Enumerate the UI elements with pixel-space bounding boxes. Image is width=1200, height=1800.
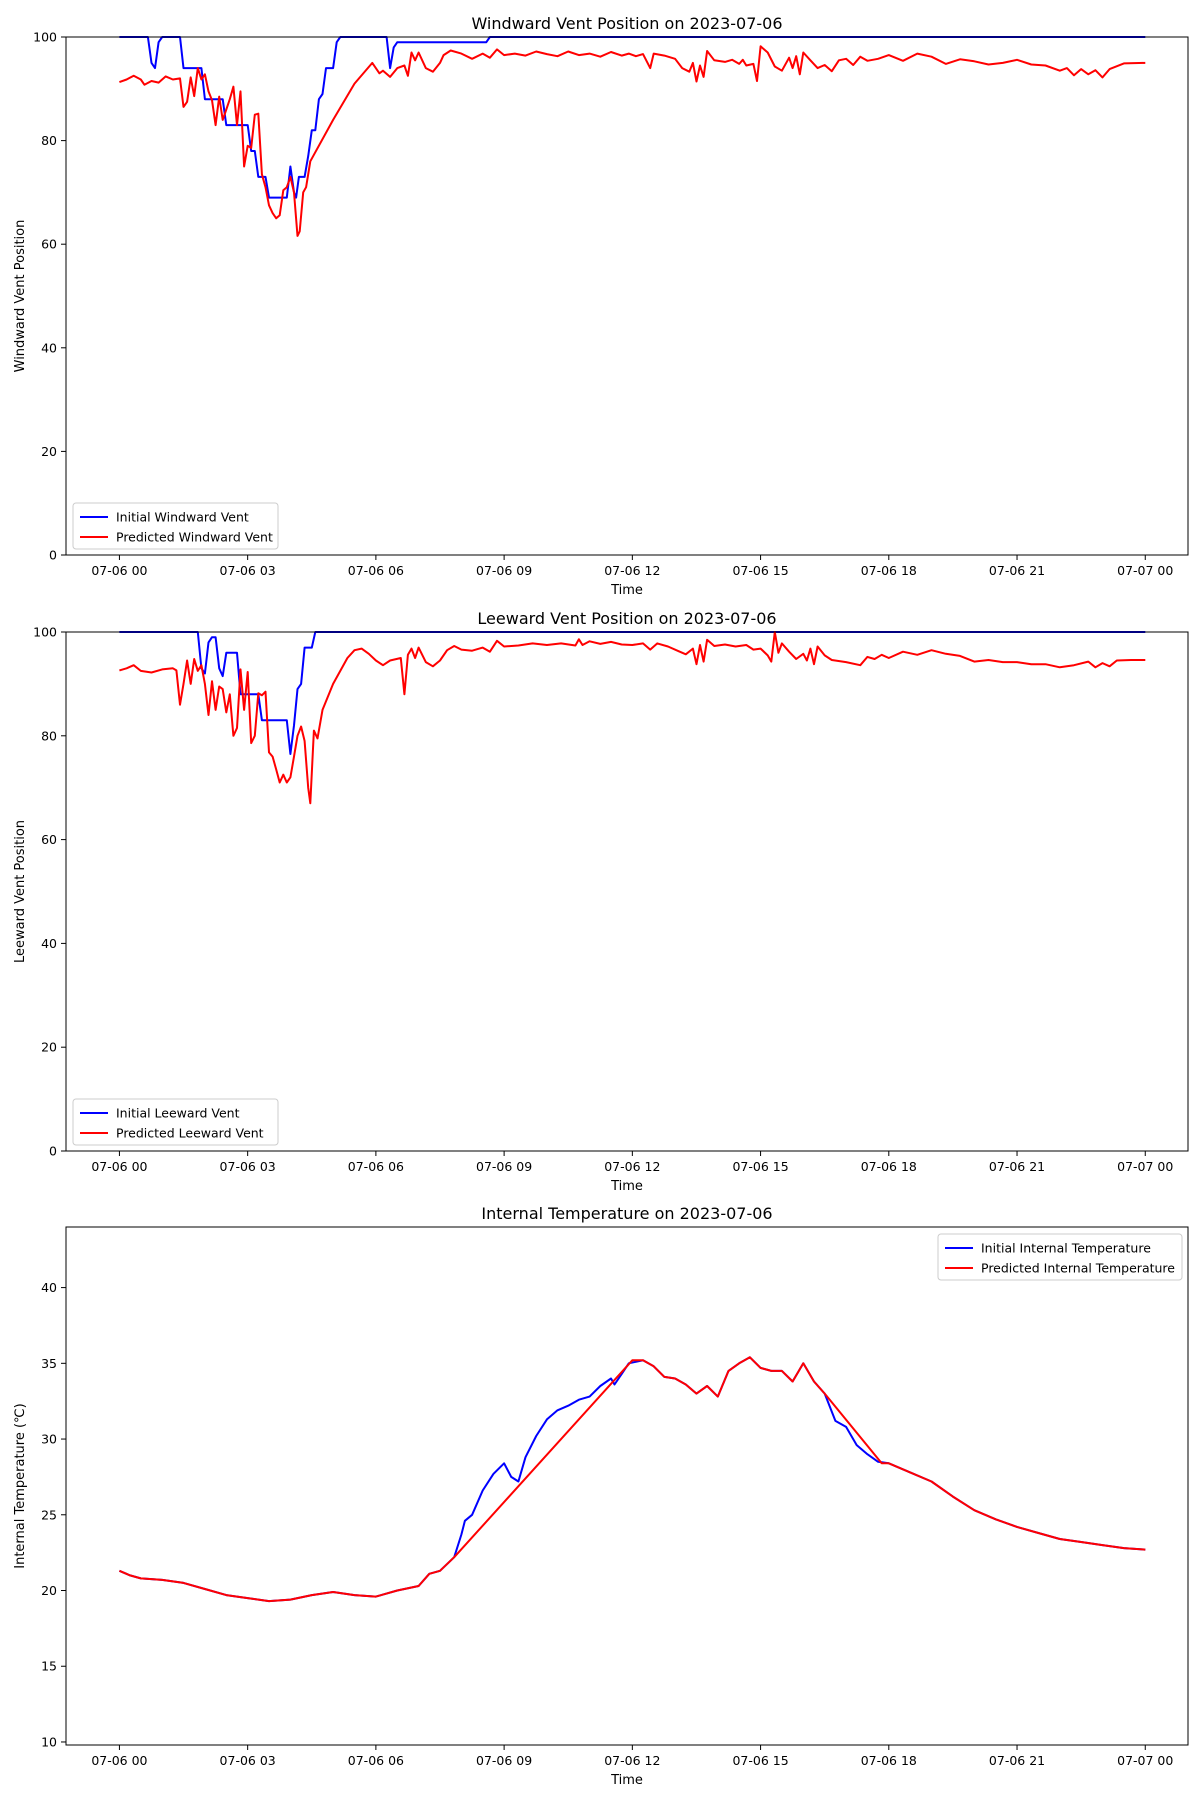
x-tick-label: 07-06 09 — [476, 563, 532, 578]
y-tick-label: 20 — [41, 1583, 57, 1598]
x-tick-label: 07-06 21 — [989, 1753, 1045, 1768]
legend: Initial Leeward Vent Predicted Leeward Ve… — [72, 1098, 279, 1146]
x-tick-label: 07-06 09 — [476, 1159, 532, 1174]
legend-box — [72, 502, 279, 550]
chart-panel: 07-06 00 07-06 03 07-06 06 07-06 09 07-06 12… — [13, 1204, 1189, 1788]
y-tick-label: 10 — [41, 1734, 57, 1749]
x-tick-label: 07-07 00 — [1117, 1753, 1173, 1768]
series-line-initial-windward-vent — [119, 36, 1146, 199]
x-tick-label: 07-06 18 — [861, 1159, 917, 1174]
x-tick-label: 07-06 21 — [989, 563, 1045, 578]
y-tick-label: 0 — [49, 1144, 57, 1159]
y-tick-label: 20 — [41, 1040, 57, 1055]
plot-frame — [65, 631, 1189, 1152]
series-line-predicted-internal-temperature — [119, 1356, 1146, 1603]
x-tick-label: 07-06 12 — [604, 1159, 660, 1174]
chart-title: Leeward Vent Position on 2023-07-06 — [477, 609, 776, 628]
x-tick-label: 07-06 00 — [91, 563, 147, 578]
x-tick-label: 07-06 15 — [732, 563, 788, 578]
legend-box — [72, 1098, 279, 1146]
x-tick-label: 07-06 12 — [604, 563, 660, 578]
y-tick-label: 100 — [33, 625, 57, 640]
y-tick-label: 40 — [41, 340, 57, 355]
x-tick-label: 07-07 00 — [1117, 1159, 1173, 1174]
plot-frame — [65, 36, 1189, 556]
x-tick-label: 07-06 21 — [989, 1159, 1045, 1174]
legend-box — [937, 1233, 1183, 1281]
series-line-predicted-windward-vent — [119, 45, 1146, 237]
y-axis-label: Leeward Vent Position — [13, 820, 28, 963]
chart-title: Windward Vent Position on 2023-07-06 — [471, 14, 782, 33]
y-tick-label: 80 — [41, 133, 57, 148]
legend-label: Predicted Leeward Vent — [116, 1126, 264, 1141]
x-tick-label: 07-06 03 — [220, 1159, 276, 1174]
x-tick-label: 07-06 03 — [220, 563, 276, 578]
y-tick-label: 20 — [41, 444, 57, 459]
y-tick-label: 40 — [41, 1280, 57, 1295]
x-tick-label: 07-06 00 — [91, 1753, 147, 1768]
y-tick-label: 30 — [41, 1432, 57, 1447]
y-tick-label: 100 — [33, 30, 57, 45]
y-tick-label: 40 — [41, 936, 57, 951]
x-tick-label: 07-06 12 — [604, 1753, 660, 1768]
y-tick-label: 15 — [41, 1659, 57, 1674]
chart-panel: 07-06 00 07-06 03 07-06 06 07-06 09 07-06 12… — [13, 609, 1189, 1194]
y-axis-label: Windward Vent Position — [13, 220, 28, 373]
x-tick-label: 07-06 06 — [348, 563, 404, 578]
y-axis-label: Internal Temperature (℃) — [13, 1403, 28, 1568]
legend-label: Predicted Internal Temperature — [981, 1261, 1175, 1276]
y-tick-label: 35 — [41, 1356, 57, 1371]
series-line-predicted-leeward-vent — [119, 631, 1146, 805]
y-tick-label: 80 — [41, 728, 57, 743]
series-line-initial-internal-temperature — [119, 1356, 1146, 1603]
legend-label: Initial Internal Temperature — [981, 1241, 1151, 1256]
chart-panel: 07-06 00 07-06 03 07-06 06 07-06 09 07-06 12… — [13, 14, 1189, 598]
legend: Initial Windward Vent Predicted Windward … — [72, 502, 279, 550]
x-axis-label: Time — [610, 1773, 643, 1788]
x-tick-label: 07-06 15 — [732, 1753, 788, 1768]
x-axis-label: Time — [610, 1179, 643, 1194]
x-tick-label: 07-06 06 — [348, 1159, 404, 1174]
x-tick-label: 07-06 15 — [732, 1159, 788, 1174]
x-axis-label: Time — [610, 583, 643, 598]
y-tick-label: 0 — [49, 548, 57, 563]
x-tick-label: 07-06 18 — [861, 1753, 917, 1768]
y-tick-label: 60 — [41, 237, 57, 252]
legend-label: Predicted Windward Vent — [116, 530, 273, 545]
series-line-initial-leeward-vent — [119, 631, 1146, 755]
x-tick-label: 07-07 00 — [1117, 563, 1173, 578]
x-tick-label: 07-06 09 — [476, 1753, 532, 1768]
legend-label: Initial Leeward Vent — [116, 1106, 240, 1121]
y-tick-label: 60 — [41, 832, 57, 847]
chart-title: Internal Temperature on 2023-07-06 — [481, 1204, 772, 1223]
y-tick-label: 25 — [41, 1507, 57, 1522]
legend: Initial Internal Temperature Predicted In… — [937, 1233, 1183, 1281]
x-tick-label: 07-06 03 — [220, 1753, 276, 1768]
legend-label: Initial Windward Vent — [116, 510, 249, 525]
plot-frame — [65, 1226, 1189, 1746]
x-tick-label: 07-06 06 — [348, 1753, 404, 1768]
x-tick-label: 07-06 18 — [861, 563, 917, 578]
x-tick-label: 07-06 00 — [91, 1159, 147, 1174]
